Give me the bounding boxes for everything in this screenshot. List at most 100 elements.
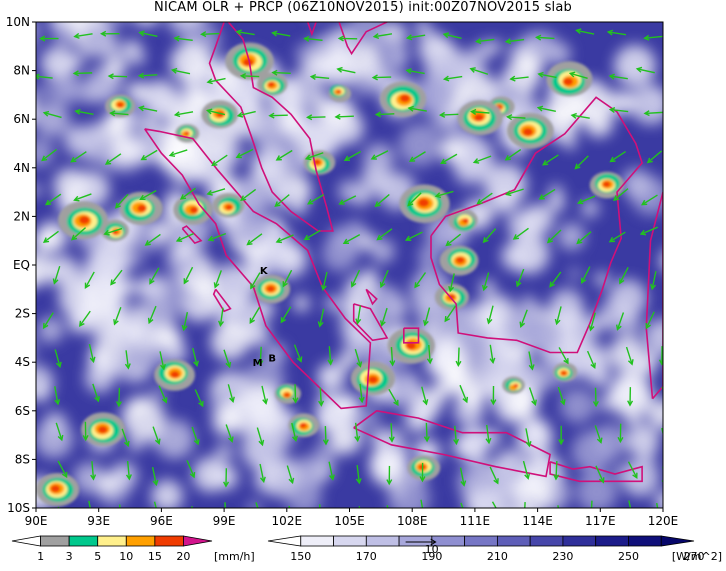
- olr-bin: [300, 535, 334, 547]
- wind-arrow: [522, 460, 531, 480]
- wind-arrow: [617, 423, 624, 444]
- olr-tick-label: 250: [618, 550, 639, 563]
- wind-arrow: [328, 461, 335, 481]
- x-tick-label: 114E: [522, 514, 553, 528]
- cloud-patch: [0, 442, 1, 481]
- cloud-patch: [548, 195, 565, 212]
- coastline-segment: [352, 303, 389, 342]
- wind-arrow: [574, 155, 589, 170]
- coastline-segment: [403, 327, 420, 344]
- precip-bin: [154, 535, 184, 547]
- precip-tick-label: 10: [119, 550, 133, 563]
- wind-arrow: [261, 385, 269, 405]
- wind-arrow: [627, 461, 638, 479]
- wind-arrow: [275, 149, 293, 161]
- wind-arrow: [78, 310, 91, 327]
- wind-arrow: [42, 110, 62, 119]
- wind-arrow: [211, 154, 228, 167]
- coastline: [144, 22, 663, 483]
- wind-arrow: [170, 67, 191, 75]
- cloud-patch: [509, 480, 532, 502]
- wind-arrow: [227, 384, 235, 404]
- wind-arrow: [304, 152, 324, 161]
- cloud-patch: [192, 457, 228, 493]
- wind-arrow: [175, 232, 194, 243]
- precip-colorbar: 1 3 5 10 15 20 [mm/h]: [11, 535, 255, 563]
- cloud-patch: [418, 243, 442, 268]
- cloud-patch: [40, 46, 75, 81]
- cloud-patch: [458, 425, 491, 457]
- wind-arrow: [470, 108, 490, 115]
- precip-tick-label: 20: [176, 550, 190, 563]
- wind-arrow: [608, 107, 629, 114]
- location-markers: K M B: [253, 266, 276, 369]
- cloud-patch: [560, 388, 596, 424]
- wind-arrow: [519, 309, 528, 328]
- cloud-patch: [414, 76, 456, 118]
- cloud-patch: [185, 22, 197, 23]
- wind-arrow: [320, 271, 328, 291]
- wind-arrow: [334, 113, 354, 120]
- wind-arrow: [405, 34, 426, 41]
- wind-arrow: [506, 114, 526, 121]
- wind-arrow: [376, 228, 393, 241]
- cloud-patch: [215, 264, 253, 302]
- wind-arrow: [482, 228, 497, 244]
- wind-arrow: [481, 272, 490, 292]
- cloud-patch: [506, 387, 539, 420]
- cloud-patch: [644, 318, 663, 354]
- wind-arrow: [438, 111, 459, 118]
- x-tick-label: 105E: [334, 514, 365, 528]
- wind-arrow: [181, 312, 189, 332]
- cloud-patch: [508, 42, 527, 62]
- wind-arrow: [537, 71, 557, 79]
- cloud-patch: [0, 418, 9, 455]
- cloud-patch: [497, 74, 513, 90]
- precip-cell: [563, 77, 574, 86]
- wind-arrow: [57, 506, 60, 508]
- cloud-patch: [112, 340, 155, 383]
- wind-arrow: [309, 74, 330, 81]
- wind-arrow: [121, 428, 130, 448]
- cloud-patch: [390, 481, 407, 498]
- wind-arrow: [192, 347, 199, 367]
- wind-arrow: [639, 226, 658, 236]
- cloud-patch: [246, 96, 264, 114]
- precip-cell: [456, 256, 465, 264]
- wind-arrow: [490, 385, 497, 406]
- cloud-patch: [343, 298, 359, 315]
- wind-arrow: [159, 351, 166, 371]
- wind-arrow: [42, 230, 59, 243]
- precip-bin: [40, 535, 70, 547]
- cloud-patch: [660, 253, 663, 269]
- marker-k: K: [260, 266, 269, 277]
- cloud-patch: [109, 22, 127, 27]
- precip-cell: [561, 371, 567, 376]
- wind-arrow: [280, 306, 292, 324]
- cloud-patch: [36, 365, 54, 401]
- cloud-patch: [36, 276, 37, 284]
- olr-bin: [365, 535, 400, 547]
- cloud-patch: [0, 358, 16, 400]
- cloud-patch: [305, 118, 343, 156]
- precip-cell: [170, 371, 180, 378]
- wind-arrow: [327, 346, 334, 366]
- cloud-patch: [490, 187, 518, 215]
- y-tick-label: 2S: [15, 307, 30, 321]
- cloud-patch: [83, 295, 128, 340]
- wind-arrow: [259, 463, 266, 484]
- wind-arrow: [557, 386, 566, 406]
- wind-arrow: [140, 149, 158, 161]
- cloud-patch: [258, 455, 300, 498]
- wind-arrow: [628, 500, 632, 508]
- cloud-patch: [488, 40, 501, 53]
- wind-arrow: [194, 389, 204, 408]
- wind-arrow: [275, 234, 294, 244]
- wind-arrow: [54, 349, 62, 369]
- cloud-patch: [370, 239, 395, 263]
- precip-cell: [399, 94, 410, 103]
- cloud-patch: [84, 363, 115, 393]
- wind-arrow: [239, 72, 260, 79]
- x-tick-label: 117E: [585, 514, 616, 528]
- olr-tick-label: 190: [421, 550, 442, 563]
